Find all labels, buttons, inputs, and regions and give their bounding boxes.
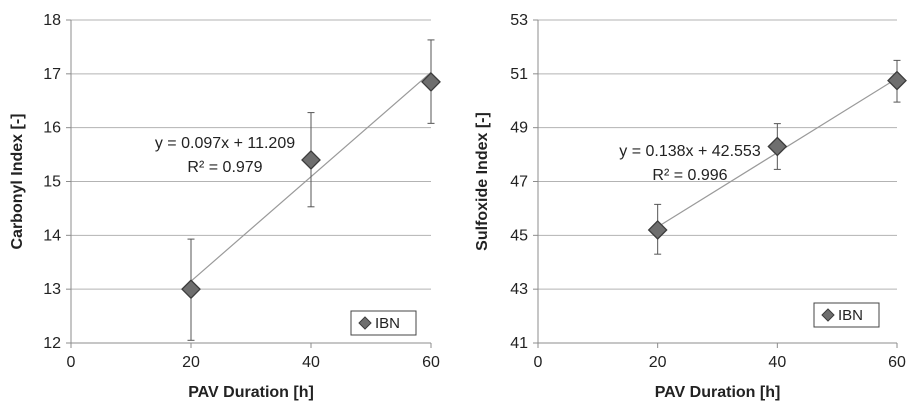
y-tick-label: 41 [510,335,528,352]
data-point-diamond [301,150,321,170]
x-tick-label: 40 [302,354,320,371]
data-point-diamond [421,71,441,92]
r-squared-label: R² = 0.979 [187,159,262,176]
data-point-diamond [887,70,907,91]
x-tick-label: 20 [649,354,667,371]
y-tick-label: 43 [510,281,528,298]
y-tick-label: 53 [510,12,528,29]
y-tick-label: 15 [43,174,61,191]
x-tick-label: 60 [422,354,440,371]
chart-1: 12 13 14 15 16 17 18 0 20 40 60 PAV Duration [h] Car… [9,12,441,401]
y-tick-label: 16 [43,120,61,137]
y-tick-label: 18 [43,12,61,29]
data-point-diamond [647,220,668,240]
y-tick-label: 17 [43,66,61,83]
x-tick-label: 0 [67,354,76,371]
y-axis-title: Sulfoxide Index [-] [474,112,491,251]
y-axis-title: Carbonyl Index [-] [9,113,26,249]
y-tick-label: 47 [510,174,528,191]
y-tick-label: 49 [510,120,528,137]
x-tick-label: 60 [888,354,906,371]
x-axis-title: PAV Duration [h] [655,384,781,401]
y-tick-label: 13 [43,281,61,298]
trendline-equation: y = 0.138x + 42.553 [619,143,761,160]
r-squared-label: R² = 0.996 [652,167,727,184]
legend-label: IBN [838,307,863,324]
legend-diamond-icon [821,308,835,322]
data-point-diamond [767,136,788,157]
y-tick-label: 51 [510,66,528,83]
legend-label: IBN [375,315,400,332]
legend-diamond-icon [358,316,372,330]
data-point-diamond [181,279,201,300]
x-tick-label: 0 [534,354,543,371]
y-tick-label: 14 [43,227,61,244]
y-tick-label: 12 [43,335,61,352]
x-tick-label: 20 [182,354,200,371]
x-axis-title: PAV Duration [h] [188,384,314,401]
y-tick-label: 45 [510,227,528,244]
chart-2: 41 43 45 47 49 51 53 0 20 40 60 PAV Duration [h] Sul… [474,12,907,401]
trendline-equation: y = 0.097x + 11.209 [155,135,295,152]
x-tick-label: 40 [768,354,786,371]
